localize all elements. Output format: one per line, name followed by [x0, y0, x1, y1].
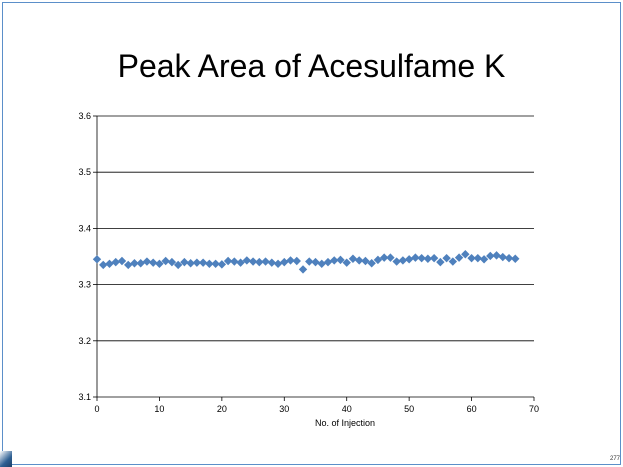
- data-point: [423, 254, 433, 263]
- x-tick-label-30: 30: [279, 404, 289, 414]
- data-point: [92, 255, 102, 264]
- data-point: [317, 259, 326, 269]
- data-point: [355, 256, 364, 265]
- data-point: [436, 257, 445, 267]
- data-point: [148, 258, 158, 267]
- data-point: [336, 255, 345, 265]
- x-tick-label-0: 0: [94, 404, 99, 414]
- data-point: [298, 265, 308, 274]
- data-point: [180, 257, 189, 267]
- data-point: [454, 253, 464, 262]
- data-point: [161, 256, 170, 266]
- y-tick-label-3.5: 3.5: [78, 167, 91, 177]
- x-tick-label-50: 50: [404, 404, 414, 414]
- data-point: [342, 258, 351, 267]
- data-point: [280, 257, 289, 267]
- data-point: [173, 260, 183, 270]
- data-point: [386, 253, 395, 262]
- data-point: [411, 253, 420, 262]
- data-point: [223, 256, 233, 266]
- data-point: [429, 253, 439, 263]
- data-point: [492, 251, 501, 260]
- data-point: [330, 256, 339, 265]
- data-point: [155, 259, 164, 269]
- data-point: [198, 258, 208, 267]
- data-point: [305, 257, 314, 266]
- data-point: [99, 260, 108, 270]
- x-tick-label-70: 70: [529, 404, 539, 414]
- data-point: [404, 255, 414, 264]
- data-point: [442, 253, 451, 263]
- data-point: [130, 259, 139, 268]
- data-point: [105, 259, 114, 269]
- data-point: [379, 253, 389, 262]
- data-point: [192, 258, 202, 267]
- y-tick-label-3.6: 3.6: [78, 111, 91, 121]
- data-point: [348, 254, 358, 263]
- gridlines: [97, 115, 534, 398]
- data-point: [367, 259, 376, 268]
- y-tick-label-3.3: 3.3: [78, 280, 91, 290]
- y-tick-label-3.1: 3.1: [78, 392, 91, 402]
- data-point: [117, 256, 127, 266]
- data-point: [461, 250, 470, 259]
- data-point: [205, 259, 214, 269]
- data-point: [323, 257, 333, 267]
- y-tick-labels: 3.1 3.2 3.3 3.4 3.5 3.6: [78, 111, 91, 402]
- data-point: [230, 257, 239, 266]
- data-point: [217, 260, 227, 269]
- x-tick-label-20: 20: [217, 404, 227, 414]
- data-point: [236, 258, 245, 267]
- x-tick-label-40: 40: [342, 404, 352, 414]
- data-point: [273, 259, 283, 269]
- data-point: [242, 256, 252, 265]
- data-point: [292, 256, 301, 266]
- data-point: [124, 260, 133, 270]
- data-point: [286, 256, 295, 265]
- data-point: [186, 259, 195, 268]
- y-tick-label-3.4: 3.4: [78, 223, 91, 233]
- data-point: [398, 256, 408, 265]
- data-points: [92, 250, 520, 274]
- chart-title: Peak Area of Acesulfame K: [117, 48, 506, 84]
- data-point: [486, 251, 495, 261]
- data-point: [511, 254, 520, 263]
- y-tick-label-3.2: 3.2: [78, 336, 91, 346]
- data-point: [498, 252, 507, 262]
- data-point: [142, 257, 152, 266]
- data-point: [417, 253, 426, 263]
- data-point: [361, 256, 370, 266]
- data-point: [504, 253, 514, 263]
- data-point: [248, 257, 258, 266]
- data-point: [392, 257, 401, 266]
- data-point: [211, 259, 220, 269]
- data-point: [136, 259, 145, 268]
- x-tick-label-60: 60: [467, 404, 477, 414]
- data-point: [373, 255, 383, 265]
- page-number: 277: [609, 456, 620, 462]
- data-point: [111, 257, 120, 267]
- data-point: [311, 257, 320, 267]
- x-tick-labels: 0 10 20 30 40 50 60 70: [94, 404, 539, 414]
- data-point: [448, 257, 458, 266]
- data-point: [479, 255, 489, 264]
- data-point: [473, 253, 483, 263]
- data-point: [167, 257, 177, 267]
- x-axis-title: No. of Injection: [315, 418, 375, 428]
- data-point: [261, 257, 270, 266]
- x-tick-label-10: 10: [154, 404, 164, 414]
- slide-corner-accent: [0, 451, 12, 467]
- data-point: [267, 258, 276, 267]
- data-point: [467, 253, 476, 263]
- data-point: [255, 257, 264, 267]
